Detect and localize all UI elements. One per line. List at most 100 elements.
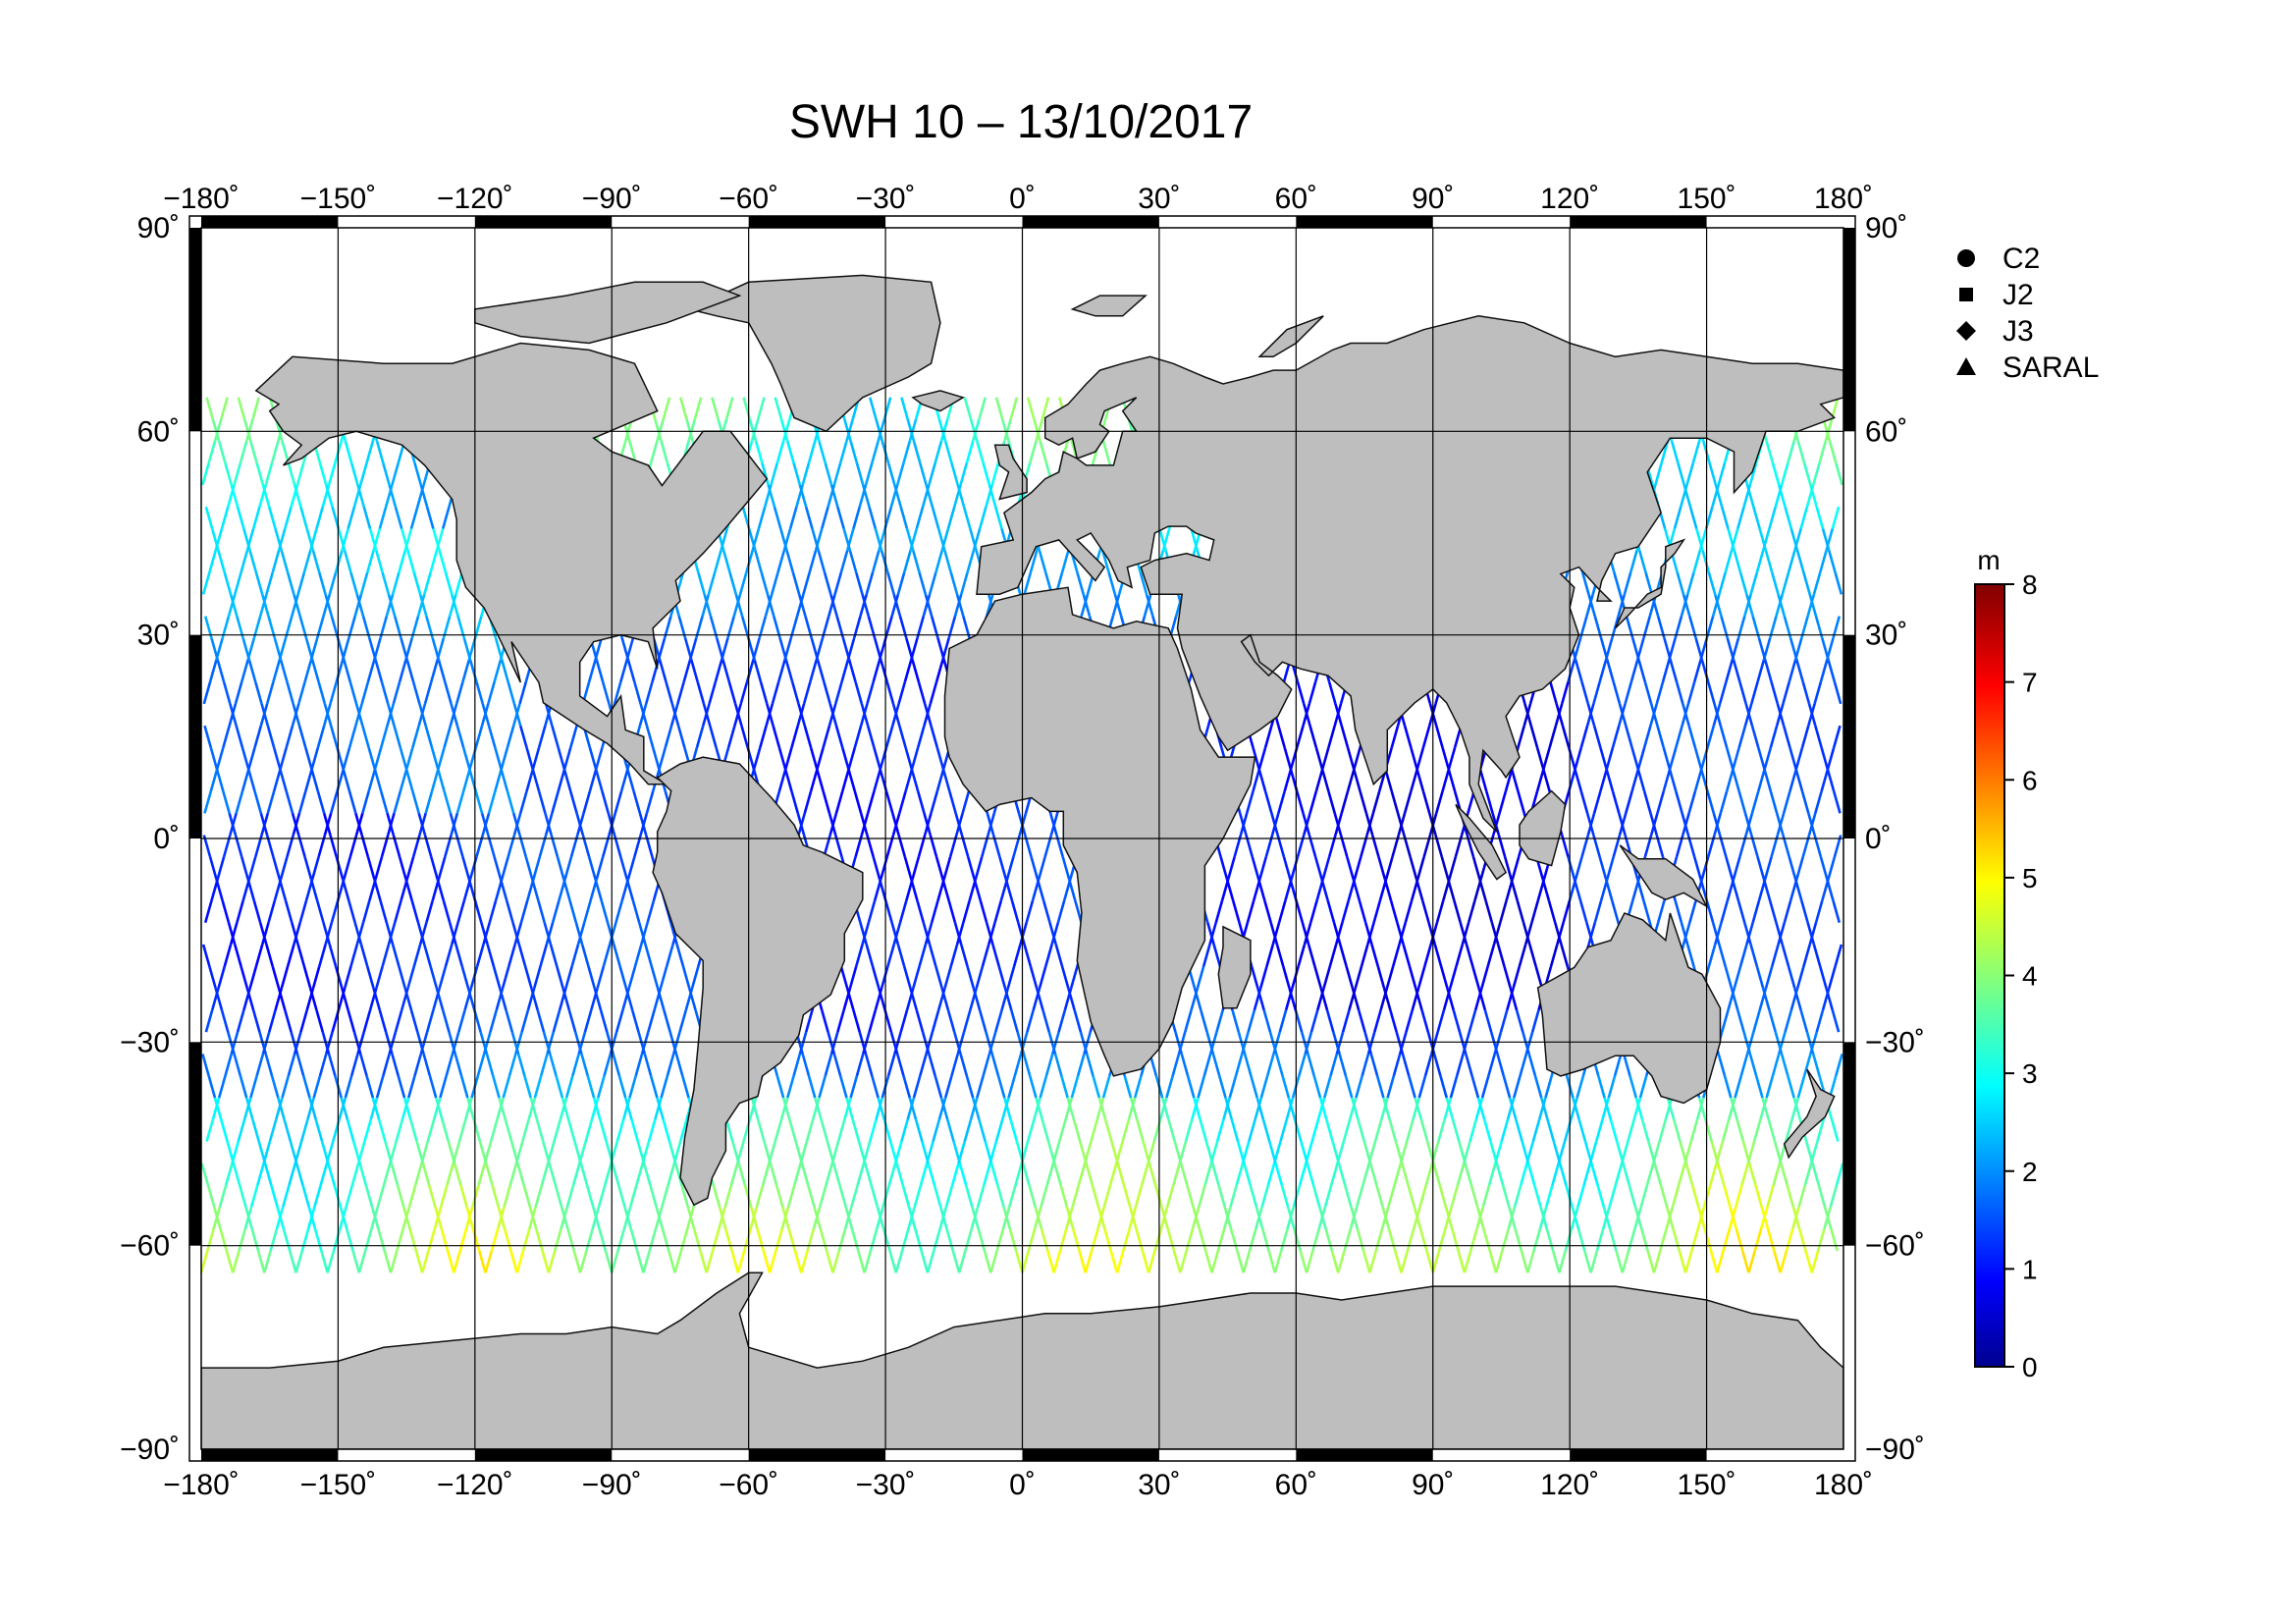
track-segment (1795, 965, 1805, 989)
track-segment (1548, 725, 1558, 748)
track-segment (776, 659, 786, 682)
track-segment (304, 747, 313, 771)
track-segment (802, 571, 811, 595)
track-segment (1692, 856, 1702, 880)
track-segment (1757, 747, 1766, 771)
track-segment (457, 1009, 466, 1033)
track-segment (612, 1054, 621, 1077)
track-segment (1273, 1250, 1283, 1273)
track-segment (935, 747, 945, 771)
track-segment (399, 747, 408, 771)
track-segment (537, 790, 547, 814)
track-segment (398, 965, 406, 989)
track-segment (682, 659, 692, 682)
track-segment (1343, 1228, 1353, 1252)
track-segment (440, 1228, 450, 1252)
track-segment (1743, 594, 1752, 618)
track-segment (1482, 1228, 1492, 1252)
track-segment (932, 1118, 941, 1142)
track-segment (1424, 1163, 1434, 1186)
track-segment (1562, 900, 1572, 924)
track-segment (1697, 1097, 1707, 1120)
track-segment (1561, 725, 1571, 748)
frame-right-segment (1843, 228, 1855, 432)
track-segment (842, 528, 852, 552)
track-segment (247, 856, 257, 880)
track-segment (1475, 1207, 1485, 1230)
track-segment (1637, 659, 1647, 682)
track-segment (771, 681, 780, 705)
track-segment (1158, 528, 1167, 552)
track-segment (963, 1118, 973, 1142)
track-segment (726, 725, 736, 748)
track-segment (373, 747, 383, 771)
track-segment (368, 637, 377, 661)
track-segment (713, 550, 722, 573)
track-segment (278, 637, 288, 661)
track-segment (1261, 1118, 1271, 1142)
track-segment (1520, 1250, 1529, 1273)
track-segment (1830, 1118, 1840, 1142)
track-segment (1574, 659, 1583, 682)
track-segment (1353, 856, 1362, 880)
track-segment (572, 1250, 582, 1273)
track-segment (939, 1097, 949, 1120)
track-segment (1555, 703, 1565, 727)
track-segment (1599, 769, 1608, 792)
track-segment (1527, 1054, 1537, 1077)
track-segment (687, 418, 697, 442)
track-segment (1675, 681, 1684, 705)
track-segment (297, 790, 307, 814)
track-segment (1327, 681, 1337, 705)
track-segment (379, 725, 389, 748)
track-segment (1732, 856, 1741, 880)
track-segment (1676, 571, 1685, 595)
track-segment (942, 856, 952, 880)
track-segment (1570, 1097, 1578, 1120)
track-segment (481, 703, 491, 727)
track-segment (718, 1207, 727, 1230)
track-segment (1310, 1118, 1320, 1142)
right-lat-label: 60˚ (1865, 415, 1907, 448)
track-segment (210, 878, 220, 901)
track-segment (391, 1054, 400, 1077)
track-segment (318, 462, 328, 486)
track-segment (1052, 1250, 1062, 1273)
track-segment (902, 550, 912, 573)
land-sumatra (1455, 803, 1508, 881)
track-segment (500, 747, 509, 771)
track-segment (549, 1054, 558, 1077)
track-segment (1599, 637, 1609, 661)
track-segment (977, 1228, 987, 1252)
track-segment (1205, 1031, 1215, 1055)
track-segment (767, 484, 776, 508)
track-segment (648, 1228, 658, 1252)
track-segment (759, 681, 769, 705)
track-segment (1135, 1228, 1145, 1252)
track-segment (437, 769, 446, 792)
track-segment (1503, 856, 1513, 880)
track-segment (1822, 418, 1832, 442)
track-segment (334, 550, 344, 573)
track-segment (1701, 550, 1711, 573)
track-segment (1535, 769, 1545, 792)
track-segment (1515, 1009, 1524, 1033)
track-segment (444, 571, 454, 595)
track-segment (690, 965, 700, 989)
track-segment (1388, 1118, 1398, 1142)
track-segment (1788, 659, 1797, 682)
track-segment (1547, 900, 1557, 924)
track-segment (696, 681, 706, 705)
track-segment (1038, 856, 1046, 880)
track-segment (407, 1184, 417, 1208)
colorbar-tick-label: 6 (2022, 765, 2038, 795)
track-segment (1446, 988, 1455, 1011)
track-segment (205, 1118, 215, 1142)
track-segment (884, 725, 894, 748)
track-segment (769, 1163, 778, 1186)
track-segment (946, 1118, 955, 1142)
track-segment (1738, 571, 1748, 595)
track-segment (693, 397, 703, 420)
track-segment (916, 725, 926, 748)
track-segment (839, 550, 849, 573)
